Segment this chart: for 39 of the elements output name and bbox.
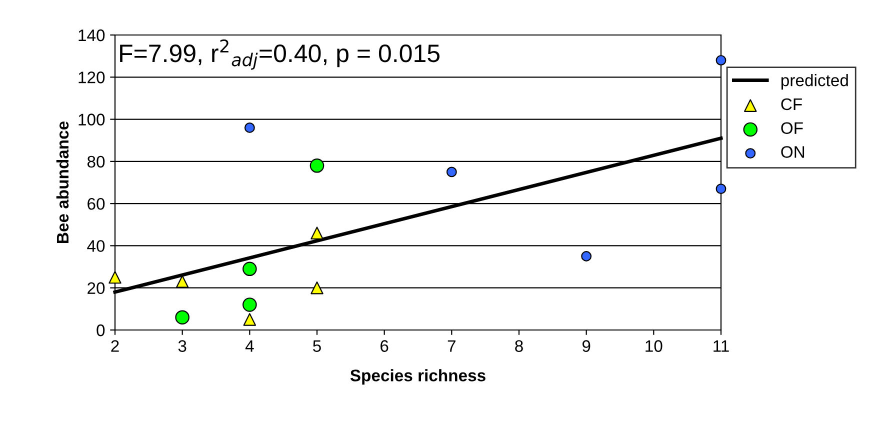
- y-tick-label: 60: [88, 198, 105, 210]
- point: [310, 158, 324, 173]
- y-tick-label: 40: [87, 240, 105, 252]
- y-axis-title: Bee abundance: [56, 121, 69, 243]
- point: [175, 310, 190, 324]
- x-tick-label: 9: [582, 340, 590, 352]
- point: [176, 275, 189, 288]
- x-tick-label: 10: [646, 340, 662, 352]
- legend-label: CF: [781, 98, 802, 110]
- y-tick-label: 140: [78, 29, 105, 42]
- legend-label: OF: [781, 122, 803, 134]
- x-tick-label: 7: [448, 340, 456, 352]
- point: [716, 184, 726, 194]
- point: [446, 166, 457, 178]
- x-tick-label: 8: [515, 340, 523, 352]
- point: [310, 281, 324, 294]
- y-tick-label: 100: [78, 114, 105, 126]
- x-tick-label: 11: [714, 340, 729, 352]
- annotation: F=7.99, r$^{2}$$_{adj}$=0.40, p = 0.015: [120, 39, 440, 70]
- point: [108, 270, 122, 284]
- y-tick-label: 120: [78, 72, 105, 84]
- y-tick-label: 80: [87, 156, 105, 168]
- legend-label: ON: [781, 146, 804, 158]
- point: [716, 55, 726, 66]
- x-tick-label: 2: [111, 340, 119, 352]
- x-axis-title: Species richness: [350, 369, 486, 385]
- x-tick-label: 4: [245, 340, 254, 352]
- legend-label: predicted: [781, 74, 848, 90]
- point: [310, 226, 324, 240]
- point: [242, 262, 257, 276]
- point: [243, 313, 256, 326]
- point: [244, 122, 255, 133]
- x-tick-label: 3: [178, 340, 186, 352]
- point: [242, 298, 257, 312]
- y-tick-label: 0: [96, 324, 105, 336]
- x-tick-label: 6: [380, 340, 388, 352]
- point: [581, 251, 592, 262]
- x-tick-label: 5: [313, 340, 321, 352]
- y-tick-label: 20: [88, 282, 105, 294]
